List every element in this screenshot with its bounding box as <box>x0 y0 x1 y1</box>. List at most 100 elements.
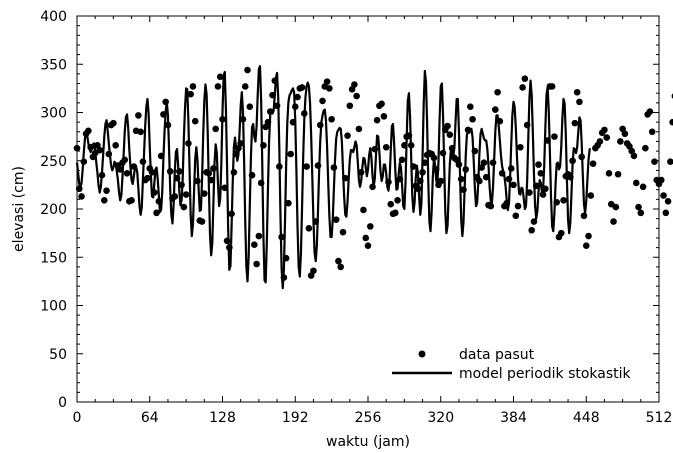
data-point <box>480 159 488 166</box>
legend-label-data-pasut: data pasut <box>459 347 535 363</box>
data-point <box>244 66 251 74</box>
data-point <box>285 199 292 207</box>
data-point <box>576 98 583 106</box>
data-point <box>621 130 629 138</box>
data-point <box>557 229 565 237</box>
data-point <box>532 182 540 190</box>
data-point <box>314 162 322 169</box>
data-point <box>660 192 667 199</box>
x-axis-ticks: 0 64 128 192 256 320 384 448 512 <box>73 16 672 426</box>
data-point <box>523 121 531 129</box>
x-axis-label: waktu (jam) <box>326 434 410 450</box>
data-point <box>539 191 547 198</box>
data-point <box>85 127 92 135</box>
data-point <box>510 181 517 189</box>
data-point <box>332 216 340 223</box>
data-point <box>305 225 313 232</box>
data-point <box>471 147 479 155</box>
data-point <box>319 97 326 105</box>
data-point <box>582 242 590 249</box>
data-point <box>280 274 288 281</box>
y-tick-label: 250 <box>40 154 67 170</box>
data-point <box>351 81 358 88</box>
data-point <box>526 189 533 196</box>
data-point <box>446 131 454 138</box>
data-point <box>648 128 656 136</box>
data-point <box>166 168 174 175</box>
data-point <box>544 137 551 144</box>
data-point <box>548 83 556 90</box>
data-point <box>160 111 167 118</box>
data-point <box>612 203 620 211</box>
data-point <box>371 145 379 153</box>
data-point <box>492 106 499 113</box>
data-point <box>207 176 215 184</box>
data-point <box>617 138 624 145</box>
data-point <box>337 263 345 271</box>
data-point <box>182 191 190 198</box>
data-point <box>630 152 638 160</box>
data-point <box>571 119 579 127</box>
data-point <box>364 242 372 249</box>
data-point <box>223 237 231 245</box>
data-point <box>105 150 113 158</box>
data-point <box>189 83 197 90</box>
data-point <box>512 212 520 220</box>
data-point <box>282 254 290 262</box>
data-point <box>291 103 299 111</box>
y-axis-label: elevasi (cm) <box>11 166 27 252</box>
data-point <box>271 77 279 84</box>
legend-marker-dot <box>418 350 426 358</box>
series-points-data-pasut <box>73 66 673 281</box>
data-point <box>369 183 376 191</box>
data-point <box>505 175 513 183</box>
data-point <box>537 169 545 177</box>
y-tick-label: 200 <box>40 202 67 218</box>
data-point <box>405 132 413 139</box>
data-point <box>273 102 281 110</box>
data-point <box>310 267 317 275</box>
data-point <box>232 150 240 158</box>
data-point <box>357 169 365 176</box>
data-point <box>187 90 194 98</box>
data-point <box>378 100 385 108</box>
x-tick-label: 64 <box>141 410 159 426</box>
series-line-model-periodik-stokastik <box>75 65 591 290</box>
data-point <box>394 197 401 204</box>
data-point <box>78 193 85 200</box>
data-point <box>360 206 367 214</box>
data-point <box>326 85 333 92</box>
data-point <box>237 140 244 147</box>
data-point <box>410 163 417 170</box>
data-point <box>251 241 258 249</box>
data-point <box>148 169 156 176</box>
data-point <box>164 121 172 129</box>
data-point <box>460 186 467 193</box>
data-point <box>662 209 670 217</box>
data-point <box>476 177 483 185</box>
data-point <box>514 202 522 210</box>
data-point <box>103 187 110 194</box>
data-point <box>323 78 331 85</box>
y-tick-label: 300 <box>40 106 67 122</box>
data-point <box>569 157 576 165</box>
y-tick-label: 0 <box>58 395 67 411</box>
data-point <box>171 193 179 200</box>
y-tick-label: 350 <box>40 57 67 73</box>
data-point <box>260 142 267 149</box>
x-tick-label: 128 <box>209 410 236 426</box>
data-point <box>391 209 399 217</box>
data-point <box>80 158 88 166</box>
data-point <box>362 234 370 242</box>
data-point <box>123 169 131 177</box>
data-point <box>482 173 490 181</box>
data-point <box>230 169 238 176</box>
data-point <box>112 142 119 149</box>
data-point <box>344 132 351 139</box>
legend-label-model: model periodik stokastik <box>459 366 632 382</box>
data-point <box>248 171 256 179</box>
data-point <box>330 164 338 171</box>
data-point <box>589 160 597 167</box>
data-point <box>198 218 206 225</box>
data-point <box>180 203 188 211</box>
